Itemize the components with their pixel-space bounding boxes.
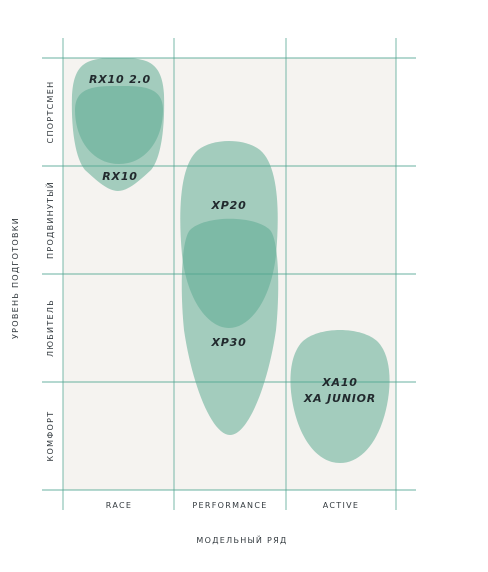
grid	[42, 38, 416, 510]
product-label-xa10: XA10	[321, 376, 358, 389]
zone-rx10-2	[75, 86, 163, 164]
x-axis-title: МОДЕЛЬНЫЙ РЯД	[196, 534, 287, 545]
x-tick-race: RACE	[106, 501, 132, 510]
product-zones	[71, 58, 390, 463]
y-axis-title: УРОВЕНЬ ПОДГОТОВКИ	[11, 217, 20, 339]
zone-xa10	[290, 330, 390, 463]
product-label-xa-junior: XA JUNIOR	[303, 392, 376, 405]
x-tick-active: ACTIVE	[323, 501, 360, 510]
product-label-rx10-2: RX10 2.0	[89, 73, 151, 86]
y-tick-labels: КОМФОРТ ЛЮБИТЕЛЬ ПРОДВИНУТЫЙ СПОРТСМЕН	[44, 81, 55, 462]
y-tick-lyubitel: ЛЮБИТЕЛЬ	[46, 299, 55, 357]
product-label-xp20: XP20	[210, 199, 246, 212]
y-tick-komfort: КОМФОРТ	[46, 411, 55, 462]
x-tick-performance: PERFORMANCE	[192, 501, 267, 510]
product-label-rx10: RX10	[102, 170, 137, 183]
zone-xp20	[180, 141, 278, 328]
x-tick-labels: RACE PERFORMANCE ACTIVE	[106, 501, 360, 510]
y-tick-prodvinutyi: ПРОДВИНУТЫЙ	[44, 181, 55, 259]
product-label-xp30: XP30	[210, 336, 246, 349]
product-labels: RX10 2.0 RX10 XP20 XP30 XA10 XA JUNIOR	[89, 73, 376, 405]
y-tick-sportsmen: СПОРТСМЕН	[46, 81, 55, 144]
